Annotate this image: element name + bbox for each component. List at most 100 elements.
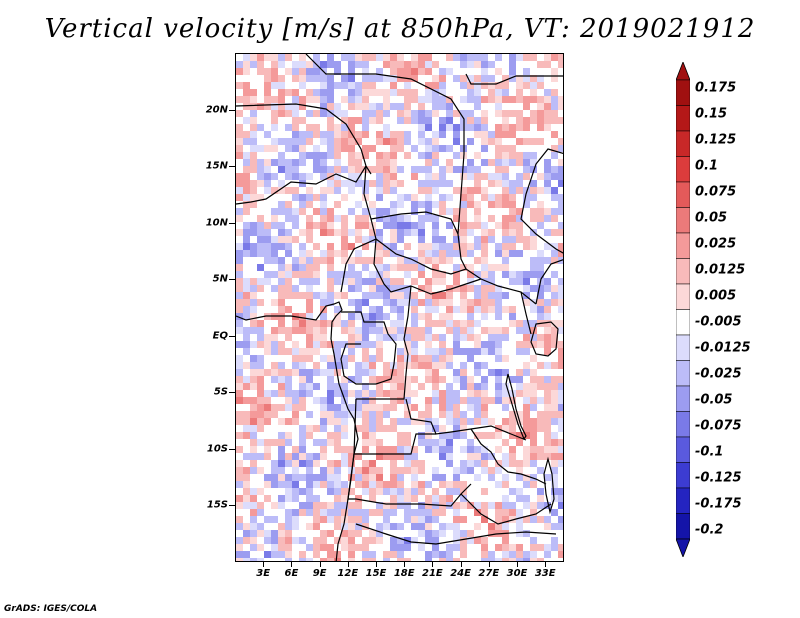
field-cell [278, 201, 285, 208]
field-cell [530, 495, 537, 502]
field-cell [460, 173, 467, 180]
field-cell [327, 68, 334, 75]
field-cell [432, 208, 439, 215]
field-cell [257, 285, 264, 292]
field-cell [341, 320, 348, 327]
field-cell [411, 152, 418, 159]
field-cells [236, 54, 563, 561]
field-cell [299, 194, 306, 201]
field-cell [299, 362, 306, 369]
field-cell [446, 488, 453, 495]
field-cell [488, 446, 495, 453]
field-cell [523, 320, 530, 327]
field-cell [460, 467, 467, 474]
field-cell [453, 54, 460, 61]
field-cell [320, 145, 327, 152]
field-cell [327, 292, 334, 299]
field-cell [509, 481, 516, 488]
field-cell [236, 89, 243, 96]
field-cell [551, 208, 558, 215]
field-cell [446, 82, 453, 89]
field-cell [383, 103, 390, 110]
field-cell [439, 306, 446, 313]
field-cell [460, 292, 467, 299]
field-cell [257, 264, 264, 271]
field-cell [390, 327, 397, 334]
field-cell [383, 306, 390, 313]
field-cell [327, 278, 334, 285]
field-cell [509, 348, 516, 355]
field-cell [376, 537, 383, 544]
field-cell [523, 523, 530, 530]
field-cell [306, 145, 313, 152]
field-cell [348, 194, 355, 201]
field-cell [250, 411, 257, 418]
field-cell [509, 131, 516, 138]
field-cell [453, 523, 460, 530]
field-cell [362, 502, 369, 509]
field-cell [271, 271, 278, 278]
field-cell [411, 453, 418, 460]
field-cell [537, 383, 544, 390]
field-cell [425, 530, 432, 537]
lat-tick [229, 448, 235, 450]
field-cell [278, 299, 285, 306]
field-cell [376, 474, 383, 481]
field-cell [488, 320, 495, 327]
field-cell [439, 96, 446, 103]
field-cell [551, 138, 558, 145]
field-cell [467, 68, 474, 75]
field-cell [355, 460, 362, 467]
field-cell [537, 299, 544, 306]
field-cell [425, 495, 432, 502]
field-cell [467, 404, 474, 411]
field-cell [320, 271, 327, 278]
field-cell [397, 68, 404, 75]
field-cell [425, 313, 432, 320]
field-cell [439, 236, 446, 243]
field-cell [299, 355, 306, 362]
field-cell [355, 271, 362, 278]
field-cell [278, 96, 285, 103]
field-cell [418, 264, 425, 271]
field-cell [467, 502, 474, 509]
field-cell [516, 446, 523, 453]
field-cell [558, 145, 563, 152]
field-cell [278, 516, 285, 523]
field-cell [397, 222, 404, 229]
colorbar-swatch [676, 309, 690, 336]
field-cell [320, 236, 327, 243]
lon-tick [263, 562, 265, 567]
field-cell [439, 516, 446, 523]
field-cell [544, 334, 551, 341]
field-cell [313, 82, 320, 89]
field-cell [348, 124, 355, 131]
field-cell [397, 488, 404, 495]
field-cell [537, 103, 544, 110]
field-cell [404, 439, 411, 446]
field-cell [453, 257, 460, 264]
field-cell [467, 187, 474, 194]
field-cell [292, 243, 299, 250]
field-cell [544, 68, 551, 75]
field-cell [467, 194, 474, 201]
field-cell [530, 82, 537, 89]
field-cell [383, 124, 390, 131]
field-cell [488, 285, 495, 292]
field-cell [355, 313, 362, 320]
field-cell [341, 390, 348, 397]
field-cell [243, 152, 250, 159]
field-cell [348, 61, 355, 68]
field-cell [348, 54, 355, 61]
field-cell [271, 131, 278, 138]
field-cell [313, 362, 320, 369]
field-cell [544, 82, 551, 89]
field-cell [285, 285, 292, 292]
field-cell [264, 180, 271, 187]
field-cell [369, 460, 376, 467]
field-cell [453, 138, 460, 145]
field-cell [481, 411, 488, 418]
field-cell [285, 425, 292, 432]
field-cell [320, 215, 327, 222]
field-cell [320, 180, 327, 187]
